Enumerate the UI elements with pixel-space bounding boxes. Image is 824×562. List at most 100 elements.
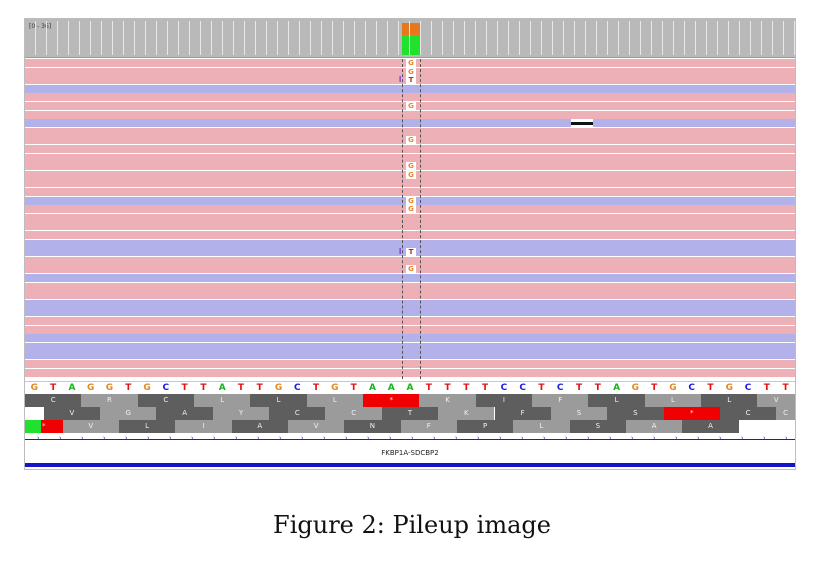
read-forward[interactable]	[25, 93, 795, 102]
coverage-tick	[596, 21, 597, 55]
read-forward[interactable]	[25, 153, 795, 162]
reference-base: T	[256, 383, 263, 393]
insertion-marker[interactable]: I	[399, 75, 402, 85]
read-reverse[interactable]	[25, 84, 795, 93]
mismatch-base[interactable]: G	[406, 205, 416, 214]
mismatch-base[interactable]: G	[406, 59, 416, 67]
strand-arrow-icon: ›	[301, 435, 304, 442]
amino-acid: A	[625, 420, 683, 433]
strand-arrow-icon: ›	[565, 435, 568, 442]
coverage-tick	[486, 21, 487, 55]
center-guide-line-left	[402, 59, 403, 379]
amino-acid: V	[287, 420, 345, 433]
mismatch-base[interactable]: G	[406, 170, 416, 179]
coverage-tick	[101, 21, 102, 55]
read-reverse[interactable]	[25, 308, 795, 317]
read-forward[interactable]	[25, 222, 795, 231]
mismatch-base[interactable]: G	[406, 162, 416, 171]
coverage-tick	[112, 21, 113, 55]
mismatch-base[interactable]: G	[406, 67, 416, 76]
mismatch-base[interactable]: T	[406, 248, 416, 257]
strand-arrow-icon: ›	[147, 435, 150, 442]
strand-arrow-icon: ›	[455, 435, 458, 442]
read-reverse[interactable]	[25, 119, 795, 128]
read-forward[interactable]	[25, 317, 795, 325]
stop-codon: *	[363, 394, 420, 407]
coverage-tick	[651, 21, 652, 55]
read-forward[interactable]	[25, 127, 795, 136]
amino-acid: A	[156, 407, 213, 420]
coverage-tick	[453, 21, 454, 55]
reference-base: T	[350, 383, 357, 393]
mismatch-base[interactable]: G	[406, 102, 416, 110]
coverage-tick	[464, 21, 465, 55]
amino-acid: A	[231, 420, 288, 433]
read-forward[interactable]	[25, 291, 795, 300]
coverage-tick	[68, 21, 69, 55]
read-reverse[interactable]	[25, 299, 795, 308]
read-forward[interactable]	[25, 110, 795, 119]
strand-arrow-icon: ›	[763, 435, 766, 442]
read-forward[interactable]	[25, 179, 795, 188]
read-forward[interactable]	[25, 256, 795, 265]
gene-name-label: FKBP1A-SDCBP2	[381, 449, 439, 457]
mismatch-base[interactable]: G	[406, 136, 416, 145]
deletion-line[interactable]	[571, 122, 593, 126]
coverage-tick	[563, 21, 564, 55]
amino-acid: Y	[212, 407, 270, 420]
coverage-tick	[409, 21, 410, 55]
translation-frames[interactable]: C R C L L L * K I F L L L V V G A Y C C T K F S S * C C * V L I A V N F P L S A…	[25, 394, 795, 433]
read-forward[interactable]	[25, 145, 795, 153]
coverage-tick	[431, 21, 432, 55]
coverage-tick	[783, 21, 784, 55]
strand-arrow-icon: ›	[279, 435, 282, 442]
mismatch-base[interactable]: G	[406, 265, 416, 274]
reference-base: T	[707, 383, 714, 393]
read-forward[interactable]	[25, 360, 795, 368]
coverage-tick	[79, 21, 80, 55]
mismatch-base[interactable]: G	[406, 196, 416, 205]
coverage-track[interactable]: [0 - 36]	[25, 19, 795, 58]
reference-base: C	[556, 383, 564, 393]
read-forward[interactable]	[25, 368, 795, 377]
coverage-tick	[574, 21, 575, 55]
amino-acid: C	[325, 407, 382, 420]
coverage-tick	[706, 21, 707, 55]
strand-arrow-icon: ›	[323, 435, 326, 442]
read-reverse[interactable]	[25, 239, 795, 248]
amino-acid: L	[250, 394, 307, 407]
gene-track[interactable]: › › › › › › › › › › › › › › › › › › › › › › › › › › › › › › › › › › › FKBP…	[25, 435, 795, 469]
reference-base: G	[143, 383, 151, 393]
amino-acid: L	[701, 394, 758, 407]
coverage-bar-allele-split[interactable]	[402, 23, 420, 55]
coverage-tick	[420, 21, 421, 55]
mismatch-base[interactable]: T	[406, 76, 416, 85]
center-guide-line-right	[420, 59, 421, 379]
coverage-tick	[123, 21, 124, 55]
read-reverse[interactable]	[25, 351, 795, 360]
gene-line	[25, 439, 795, 440]
coverage-tick	[365, 21, 366, 55]
read-reverse[interactable]	[25, 334, 795, 343]
read-forward[interactable]	[25, 282, 795, 291]
reference-base: T	[463, 383, 470, 393]
read-forward[interactable]	[25, 325, 795, 334]
amino-acid: F	[400, 420, 457, 433]
strand-arrow-icon: ›	[345, 435, 348, 442]
amino-acid: L	[306, 394, 364, 407]
coverage-tick	[376, 21, 377, 55]
reference-base: G	[725, 383, 733, 393]
amino-acid: P	[456, 420, 514, 433]
coverage-tick	[750, 21, 751, 55]
strand-arrow-icon: ›	[125, 435, 128, 442]
read-forward[interactable]	[25, 213, 795, 222]
strand-arrow-icon: ›	[587, 435, 590, 442]
read-forward[interactable]	[25, 188, 795, 196]
insertion-marker[interactable]: I	[399, 247, 402, 257]
read-reverse[interactable]	[25, 342, 795, 351]
read-forward[interactable]	[25, 231, 795, 239]
strand-arrow-icon: ›	[521, 435, 524, 442]
read-reverse[interactable]	[25, 274, 795, 282]
